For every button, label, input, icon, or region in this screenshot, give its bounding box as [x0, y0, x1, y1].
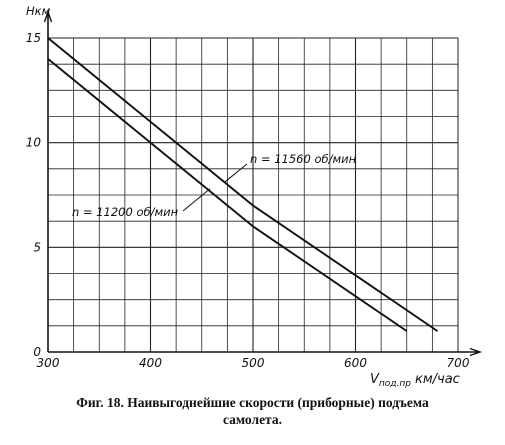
- y-tick-label: 0: [33, 345, 41, 359]
- x-tick-label: 600: [344, 356, 367, 370]
- y-tick-label: 5: [33, 240, 41, 254]
- series-label-leader-2: [182, 188, 211, 212]
- x-axis-arrow: [469, 347, 483, 357]
- x-tick-label: 300: [37, 356, 60, 370]
- x-tick-label: 500: [242, 356, 265, 370]
- figure-caption: Фиг. 18. Наивыгоднейшие скорости (прибор…: [0, 394, 505, 428]
- series-line-2: [47, 58, 408, 332]
- caption-line-1: Фиг. 18. Наивыгоднейшие скорости (прибор…: [76, 395, 429, 410]
- series-label-leader-1: [223, 163, 248, 183]
- chart-svg: 0 5 10 15 300 400 500 600 700 Нкм Vпод.пр км/час n =…: [26, 4, 483, 389]
- series-label-1: n = 11560 об/мин: [250, 152, 357, 166]
- series-label-2: n = 11200 об/мин: [72, 205, 179, 219]
- x-tick-label: 700: [447, 356, 470, 370]
- series-lines: [47, 37, 439, 332]
- x-axis-label: Vпод.пр км/час: [370, 372, 460, 389]
- axes: [43, 9, 483, 357]
- chart: 0 5 10 15 300 400 500 600 700 Нкм Vпод.пр км/час n =…: [26, 4, 483, 389]
- y-tick-label: 15: [26, 31, 41, 45]
- grid: [48, 37, 459, 352]
- y-axis-arrow: [43, 9, 53, 23]
- labels: 0 5 10 15 300 400 500 600 700 Нкм Vпод.пр км/час n =…: [26, 4, 470, 389]
- y-axis-label: Нкм: [26, 4, 51, 18]
- y-tick-label: 10: [26, 136, 42, 150]
- x-tick-label: 400: [139, 356, 162, 370]
- caption-line-2: самолета.: [223, 412, 282, 427]
- series-line-1: [47, 37, 439, 332]
